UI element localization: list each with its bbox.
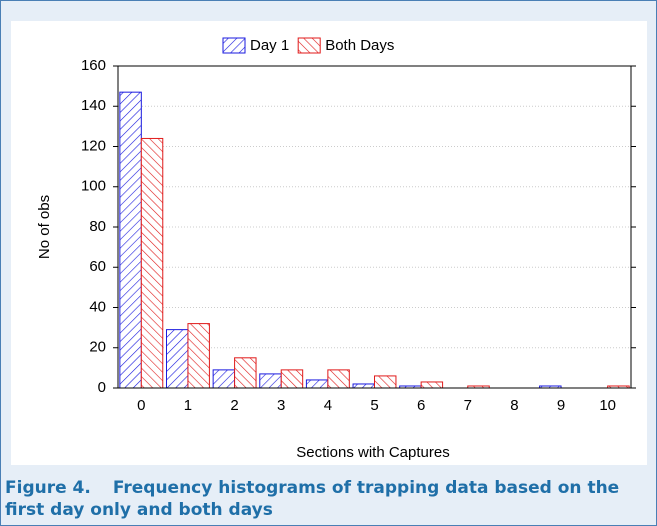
bar — [212, 369, 236, 389]
y-tick-label: 160 — [81, 57, 106, 74]
caption-text: Frequency histograms of trapping data ba… — [5, 478, 620, 520]
y-tick-label: 120 — [81, 137, 106, 154]
bar — [327, 369, 350, 389]
chart: Sections with Captures No of obs 0204060… — [11, 21, 647, 465]
bar — [140, 137, 164, 389]
legend-swatch — [297, 37, 321, 54]
bar — [374, 375, 397, 389]
bar — [352, 383, 375, 389]
x-tick-label: 9 — [557, 397, 565, 414]
y-tick-label: 80 — [89, 218, 106, 235]
x-tick-label: 10 — [599, 397, 616, 414]
x-tick-label: 1 — [184, 397, 192, 414]
bar — [280, 369, 304, 389]
legend-label: Both Days — [325, 37, 394, 54]
y-tick-label: 20 — [89, 339, 106, 356]
plot-frame — [117, 65, 632, 389]
x-tick-label: 2 — [230, 397, 238, 414]
y-tick-label: 100 — [81, 178, 106, 195]
x-tick-label: 8 — [510, 397, 518, 414]
x-tick-label: 5 — [370, 397, 378, 414]
caption: Figure 4. Frequency histograms of trappin… — [5, 477, 645, 521]
x-tick-label: 7 — [464, 397, 472, 414]
bar — [259, 373, 282, 389]
y-axis-label: No of obs — [36, 195, 53, 259]
x-axis-label: Sections with Captures — [296, 444, 449, 461]
x-tick-label: 3 — [277, 397, 285, 414]
y-tick-label: 60 — [89, 258, 106, 275]
y-tick-label: 40 — [89, 298, 106, 315]
bar — [234, 357, 257, 389]
y-tick-label: 140 — [81, 97, 106, 114]
x-tick-label: 0 — [137, 397, 145, 414]
y-tick-label: 0 — [98, 379, 106, 396]
chart-background — [11, 21, 647, 465]
legend-swatch — [222, 37, 246, 54]
x-tick-label: 6 — [417, 397, 425, 414]
bar — [420, 381, 444, 389]
bar — [166, 329, 189, 389]
bar — [305, 379, 329, 389]
caption-label: Figure 4. — [5, 478, 91, 498]
bar — [187, 323, 210, 389]
bar — [119, 91, 142, 389]
x-tick-label: 4 — [324, 397, 332, 414]
legend-label: Day 1 — [250, 37, 289, 54]
